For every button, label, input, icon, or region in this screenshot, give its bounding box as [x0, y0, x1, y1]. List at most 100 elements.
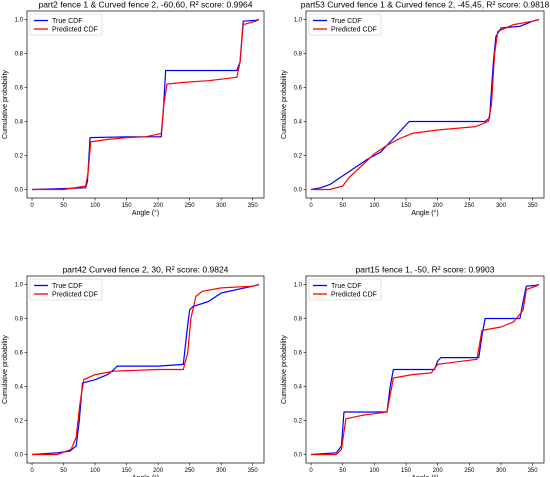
y-tick-label: 1.0 [294, 18, 303, 24]
plot-lines [32, 18, 260, 191]
y-axis-label: Cumulative probability [2, 335, 9, 404]
true-cdf-line [31, 283, 260, 456]
legend-label: True CDF [52, 283, 82, 290]
x-tick-label: 150 [122, 468, 133, 474]
y-axis-label: Cumulative probability [281, 335, 288, 404]
y-tick-label: 0.8 [294, 317, 303, 323]
legend-label: Predicted CDF [331, 26, 377, 33]
y-tick-label: 0.2 [294, 419, 303, 425]
y-tick-label: 1.0 [294, 283, 303, 289]
x-axis-label: Angle (°) [411, 474, 438, 477]
chart-panel-4: part15 fence 1, -50, R² score: 0.9903 0 50… [281, 265, 545, 477]
predicted-cdf-line [311, 18, 540, 191]
chart-title: part53 Curved fence 1 & Curved fence 2, … [301, 0, 550, 10]
y-tick-label: 1.0 [15, 283, 24, 289]
x-tick-label: 100 [369, 468, 380, 474]
y-tick-label: 0.8 [15, 317, 24, 323]
x-tick-label: 150 [122, 203, 133, 209]
y-tick-label: 0.6 [15, 351, 24, 357]
plot-lines [311, 283, 540, 456]
legend-box [29, 13, 103, 36]
x-tick-label: 300 [216, 468, 227, 474]
y-tick-label: 0.4 [294, 385, 303, 391]
legend-label: Predicted CDF [331, 291, 377, 298]
x-tick-label: 100 [369, 203, 380, 209]
x-tick-label: 0 [309, 203, 313, 209]
chart-panel-3: part42 Curved fence 2, 30, R² score: 0.9… [2, 265, 265, 477]
x-tick-label: 0 [30, 468, 34, 474]
predicted-cdf-line [32, 283, 260, 456]
y-tick-label: 0.0 [294, 188, 303, 194]
x-tick-label: 50 [339, 203, 346, 209]
y-tick-label: 0.6 [15, 86, 24, 92]
x-tick-label: 50 [60, 468, 67, 474]
predicted-cdf-line [311, 283, 540, 456]
x-tick-label: 150 [401, 468, 412, 474]
y-tick-label: 0.2 [294, 154, 303, 160]
x-tick-label: 150 [401, 203, 412, 209]
y-tick-label: 0.0 [15, 188, 24, 194]
x-tick-label: 300 [496, 468, 507, 474]
x-tick-label: 350 [248, 468, 259, 474]
x-tick-label: 100 [90, 203, 101, 209]
x-tick-label: 350 [248, 203, 259, 209]
plot-frame [305, 10, 545, 199]
predicted-cdf-line [32, 18, 260, 191]
x-axis-label: Angle (°) [132, 209, 159, 217]
legend-label: True CDF [52, 18, 82, 25]
plot-frame [305, 275, 545, 464]
x-tick-label: 250 [464, 203, 475, 209]
true-cdf-line [311, 283, 540, 456]
x-tick-label: 300 [496, 203, 507, 209]
x-tick-label: 350 [528, 203, 539, 209]
legend-label: Predicted CDF [52, 291, 98, 298]
x-tick-label: 200 [153, 468, 164, 474]
true-cdf-line [32, 18, 260, 191]
y-tick-label: 0.2 [15, 154, 24, 160]
y-tick-label: 0.6 [294, 351, 303, 357]
y-tick-label: 0.6 [294, 86, 303, 92]
legend-box [308, 278, 382, 301]
x-tick-label: 50 [60, 203, 67, 209]
y-tick-label: 0.2 [15, 419, 24, 425]
y-tick-label: 0.4 [15, 120, 24, 126]
plot-frame [26, 275, 265, 464]
chart-title: part42 Curved fence 2, 30, R² score: 0.9… [63, 265, 229, 275]
x-tick-label: 250 [185, 203, 196, 209]
x-tick-label: 0 [309, 468, 313, 474]
y-axis-label: Cumulative probability [2, 70, 9, 139]
y-tick-label: 1.0 [15, 18, 24, 24]
x-axis-label: Angle (°) [132, 474, 159, 477]
plot-lines [31, 283, 260, 456]
chart-panel-1: part2 fence 1 & Curved fence 2, -60,60, … [2, 0, 265, 217]
x-tick-label: 200 [433, 468, 444, 474]
true-cdf-line [310, 18, 540, 191]
x-tick-label: 100 [90, 468, 101, 474]
y-tick-label: 0.8 [294, 52, 303, 58]
plot-frame [26, 10, 265, 199]
x-tick-label: 200 [153, 203, 164, 209]
x-tick-label: 0 [30, 203, 34, 209]
legend-label: True CDF [331, 18, 361, 25]
y-tick-label: 0.4 [15, 385, 24, 391]
y-axis-label: Cumulative probability [281, 70, 288, 139]
chart-panel-2: part53 Curved fence 1 & Curved fence 2, … [281, 0, 550, 217]
x-tick-label: 300 [216, 203, 227, 209]
x-axis-label: Angle (°) [411, 209, 438, 217]
y-tick-label: 0.0 [15, 453, 24, 459]
legend-label: True CDF [331, 283, 361, 290]
chart-title: part2 fence 1 & Curved fence 2, -60,60, … [38, 0, 252, 10]
y-tick-label: 0.4 [294, 120, 303, 126]
x-tick-label: 250 [464, 468, 475, 474]
y-tick-label: 0.0 [294, 453, 303, 459]
y-tick-label: 0.8 [15, 52, 24, 58]
legend-box [308, 13, 382, 36]
x-tick-label: 200 [433, 203, 444, 209]
chart-title: part15 fence 1, -50, R² score: 0.9903 [356, 265, 495, 275]
legend-label: Predicted CDF [52, 26, 98, 33]
